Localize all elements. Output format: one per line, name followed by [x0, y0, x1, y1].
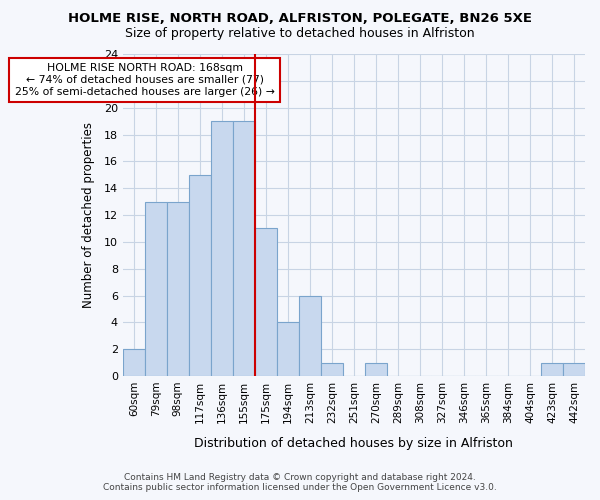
Bar — [233, 121, 255, 376]
Bar — [365, 362, 387, 376]
Bar — [145, 202, 167, 376]
X-axis label: Distribution of detached houses by size in Alfriston: Distribution of detached houses by size … — [194, 437, 514, 450]
Bar — [277, 322, 299, 376]
Bar — [299, 296, 321, 376]
Text: HOLME RISE, NORTH ROAD, ALFRISTON, POLEGATE, BN26 5XE: HOLME RISE, NORTH ROAD, ALFRISTON, POLEG… — [68, 12, 532, 26]
Bar — [211, 121, 233, 376]
Bar — [255, 228, 277, 376]
Bar — [541, 362, 563, 376]
Bar — [167, 202, 189, 376]
Text: HOLME RISE NORTH ROAD: 168sqm
← 74% of detached houses are smaller (77)
25% of s: HOLME RISE NORTH ROAD: 168sqm ← 74% of d… — [15, 64, 275, 96]
Bar — [189, 175, 211, 376]
Text: Size of property relative to detached houses in Alfriston: Size of property relative to detached ho… — [125, 28, 475, 40]
Text: Contains HM Land Registry data © Crown copyright and database right 2024.
Contai: Contains HM Land Registry data © Crown c… — [103, 473, 497, 492]
Y-axis label: Number of detached properties: Number of detached properties — [82, 122, 95, 308]
Bar — [563, 362, 585, 376]
Bar — [321, 362, 343, 376]
Bar — [123, 350, 145, 376]
